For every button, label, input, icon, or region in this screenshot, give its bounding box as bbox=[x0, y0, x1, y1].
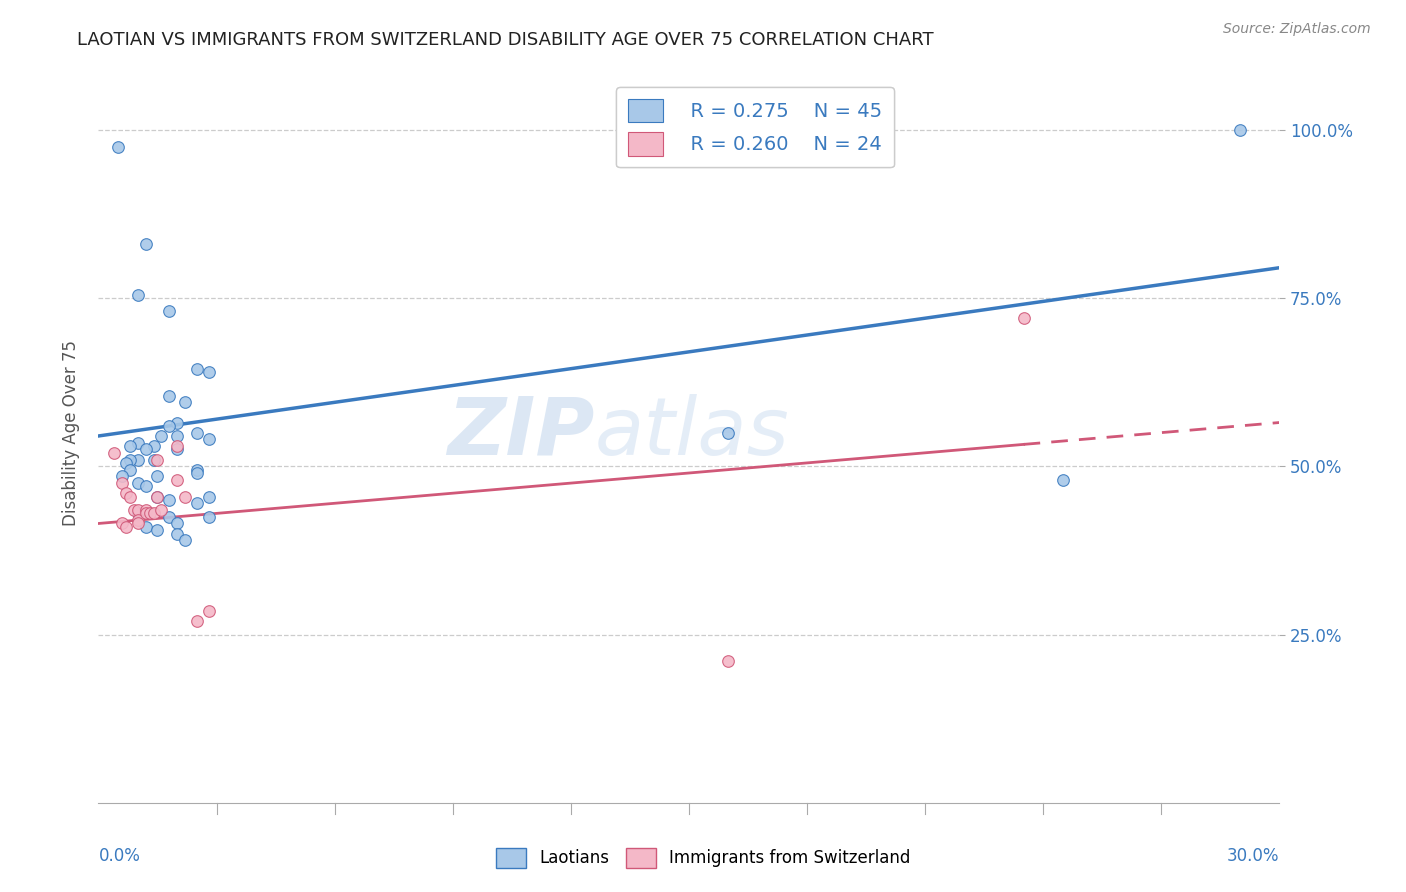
Point bbox=[174, 395, 197, 409]
Point bbox=[186, 462, 208, 476]
Point bbox=[146, 452, 169, 467]
Legend:   R = 0.275    N = 45,   R = 0.260    N = 24: R = 0.275 N = 45, R = 0.260 N = 24 bbox=[616, 87, 894, 168]
Point bbox=[118, 452, 141, 467]
Point bbox=[174, 490, 197, 504]
Point bbox=[135, 520, 157, 534]
Point bbox=[174, 533, 197, 548]
Point bbox=[717, 425, 740, 440]
Point bbox=[115, 520, 138, 534]
Point bbox=[111, 469, 134, 483]
Point bbox=[186, 361, 208, 376]
Point bbox=[127, 516, 149, 531]
Point bbox=[186, 496, 208, 510]
Point bbox=[1052, 473, 1074, 487]
Point bbox=[107, 139, 129, 153]
Point bbox=[111, 516, 134, 531]
Point bbox=[197, 433, 219, 447]
Point bbox=[135, 503, 157, 517]
Point bbox=[717, 655, 740, 669]
Point bbox=[146, 490, 169, 504]
Point bbox=[157, 304, 180, 318]
Point bbox=[197, 509, 219, 524]
Point bbox=[166, 416, 188, 430]
Point bbox=[1012, 311, 1035, 326]
Point bbox=[157, 492, 180, 507]
Y-axis label: Disability Age Over 75: Disability Age Over 75 bbox=[62, 340, 80, 525]
Point bbox=[166, 439, 188, 453]
Text: LAOTIAN VS IMMIGRANTS FROM SWITZERLAND DISABILITY AGE OVER 75 CORRELATION CHART: LAOTIAN VS IMMIGRANTS FROM SWITZERLAND D… bbox=[77, 31, 934, 49]
Point bbox=[127, 476, 149, 491]
Text: 30.0%: 30.0% bbox=[1227, 847, 1279, 865]
Point bbox=[127, 452, 149, 467]
Point bbox=[146, 523, 169, 537]
Point bbox=[142, 507, 165, 521]
Point bbox=[127, 287, 149, 301]
Point bbox=[157, 509, 180, 524]
Point bbox=[166, 473, 188, 487]
Text: ZIP: ZIP bbox=[447, 393, 595, 472]
Point bbox=[127, 435, 149, 450]
Point bbox=[166, 516, 188, 531]
Point bbox=[186, 614, 208, 628]
Point bbox=[127, 503, 149, 517]
Point bbox=[1229, 122, 1251, 136]
Point bbox=[166, 526, 188, 541]
Point bbox=[115, 486, 138, 500]
Point bbox=[118, 462, 141, 476]
Point bbox=[127, 507, 149, 521]
Point bbox=[150, 503, 173, 517]
Text: Source: ZipAtlas.com: Source: ZipAtlas.com bbox=[1223, 22, 1371, 37]
Point bbox=[186, 425, 208, 440]
Point bbox=[142, 452, 165, 467]
Point bbox=[146, 469, 169, 483]
Point bbox=[146, 490, 169, 504]
Point bbox=[197, 490, 219, 504]
Point bbox=[103, 446, 125, 460]
Point bbox=[138, 507, 160, 521]
Point bbox=[166, 429, 188, 443]
Point bbox=[135, 507, 157, 521]
Legend: Laotians, Immigrants from Switzerland: Laotians, Immigrants from Switzerland bbox=[489, 841, 917, 875]
Point bbox=[135, 237, 157, 252]
Point bbox=[127, 513, 149, 527]
Point bbox=[142, 439, 165, 453]
Point bbox=[157, 389, 180, 403]
Text: 0.0%: 0.0% bbox=[98, 847, 141, 865]
Text: atlas: atlas bbox=[595, 393, 789, 472]
Point bbox=[197, 365, 219, 379]
Point bbox=[186, 466, 208, 480]
Point bbox=[150, 429, 173, 443]
Point bbox=[111, 476, 134, 491]
Point bbox=[118, 439, 141, 453]
Point bbox=[166, 442, 188, 457]
Point bbox=[135, 479, 157, 493]
Point bbox=[197, 604, 219, 618]
Point bbox=[122, 503, 145, 517]
Point bbox=[135, 442, 157, 457]
Point bbox=[157, 418, 180, 433]
Point bbox=[118, 490, 141, 504]
Point bbox=[115, 456, 138, 470]
